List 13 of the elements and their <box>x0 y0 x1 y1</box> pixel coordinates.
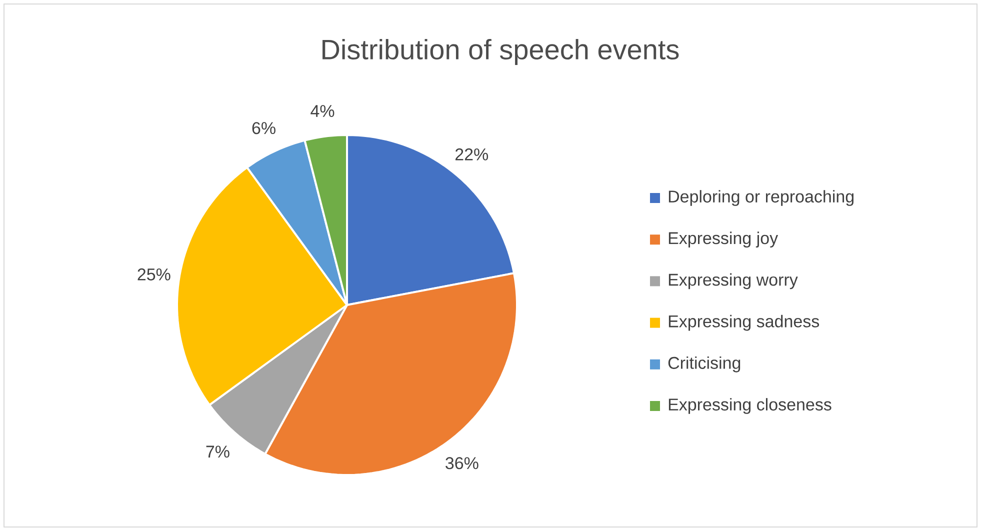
legend-label: Expressing worry <box>668 273 798 290</box>
legend-label: Criticising <box>668 356 740 372</box>
chart-title: Distribution of speech events <box>322 38 679 66</box>
data-label: 6% <box>252 122 276 134</box>
legend-label: Deploring or reproaching <box>668 190 854 206</box>
data-label: 22% <box>455 148 488 160</box>
legend-label: Expressing sadness <box>668 314 820 331</box>
legend-label: Expressing joy <box>668 232 778 248</box>
data-label: 36% <box>446 457 478 470</box>
data-label: 25% <box>138 268 170 280</box>
legend-label: Expressing closeness <box>668 398 832 414</box>
data-label: 4% <box>310 105 334 117</box>
data-label: 7% <box>206 446 230 458</box>
